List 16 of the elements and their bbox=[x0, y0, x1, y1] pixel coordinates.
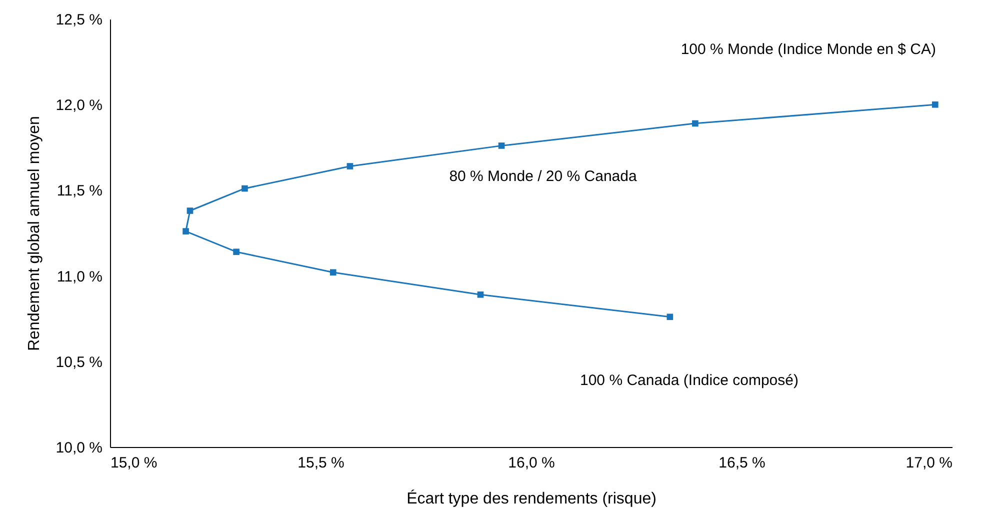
y-tick-label: 10,5 % bbox=[56, 354, 102, 371]
x-tick-label: 15,0 % bbox=[110, 454, 158, 472]
x-axis-title: Écart type des rendements (risque) bbox=[406, 490, 656, 508]
annotation: 100 % Monde (Indice Monde en $ CA) bbox=[680, 41, 936, 58]
annotation: 100 % Canada (Indice composé) bbox=[580, 372, 798, 389]
y-tick-label: 10,0 % bbox=[56, 440, 102, 456]
x-tick-label: 16,5 % bbox=[718, 454, 766, 472]
y-axis-title: Rendement global annuel moyen bbox=[26, 116, 43, 351]
x-tick-label: 15,5 % bbox=[298, 454, 344, 472]
y-tick-label: 12,0 % bbox=[56, 97, 102, 114]
annotation: 80 % Monde / 20 % Canada bbox=[449, 168, 638, 185]
y-tick-label: 12,5 % bbox=[56, 12, 102, 28]
y-tick-label: 11,5 % bbox=[56, 182, 102, 200]
x-tick-label: 17,0 % bbox=[906, 454, 952, 472]
y-tick-label: 11,0 % bbox=[56, 268, 102, 286]
x-tick-label: 16,0 % bbox=[508, 454, 555, 472]
